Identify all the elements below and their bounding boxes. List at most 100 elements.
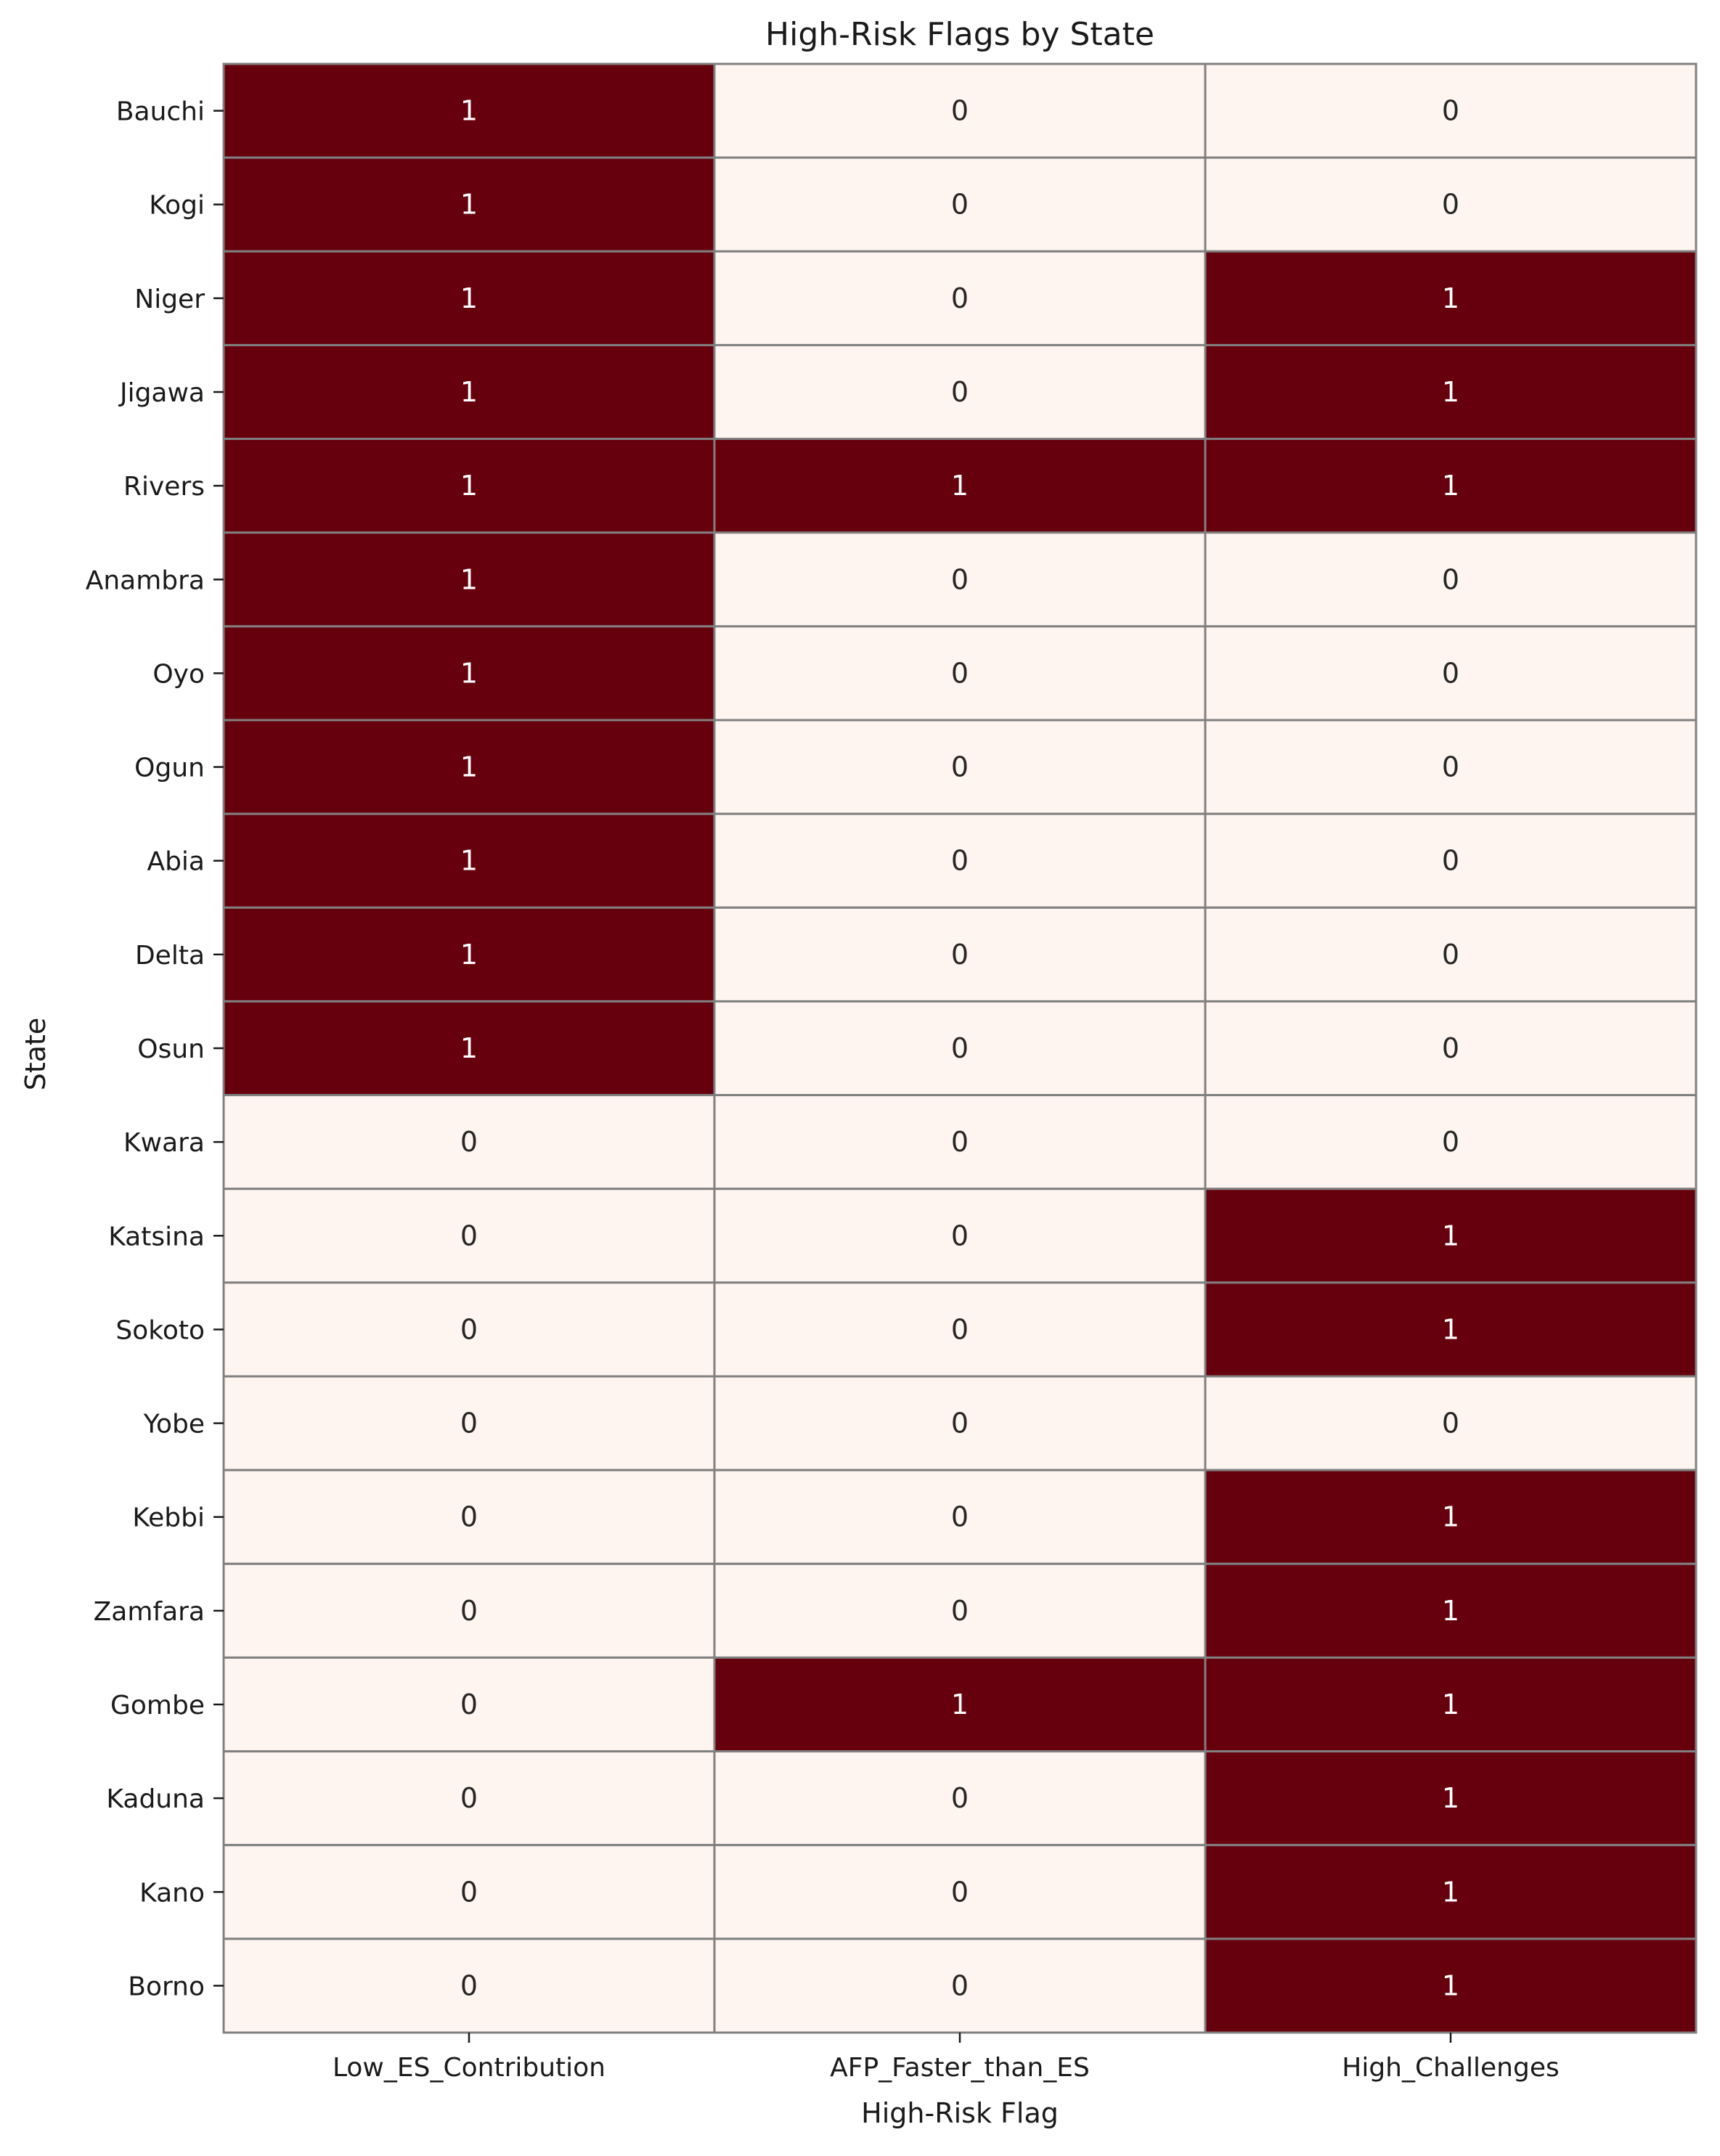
heatmap-cell: [713, 1094, 1207, 1191]
y-tick-label: Rivers: [123, 472, 205, 502]
y-axis-ticks: Bauchi Kogi Niger Jigawa Rivers Anambra Oyo Ogu…: [86, 97, 224, 2001]
cell-value-label: 0: [460, 1501, 478, 1533]
cell-value-label: 0: [951, 1220, 969, 1251]
cell-value-label: 1: [1442, 1876, 1459, 1908]
heatmap-cell: [1204, 1656, 1697, 1753]
cell-value-label: 0: [951, 189, 969, 221]
cell-value-label: 0: [1442, 1032, 1459, 1064]
heatmap-cell: [1204, 906, 1697, 1003]
cell-value-label: 0: [951, 1501, 969, 1533]
heatmap-cell: [1204, 719, 1697, 815]
cell-value-label: 0: [951, 1126, 969, 1158]
y-tick-label: Yobe: [143, 1410, 205, 1440]
cell-value-label: 1: [460, 189, 478, 221]
y-axis-label: State: [20, 1018, 52, 1091]
cell-value-label: 1: [1442, 282, 1459, 314]
y-tick-label: Anambra: [86, 565, 205, 595]
cell-value-label: 0: [951, 845, 969, 877]
cell-value-label: 1: [460, 376, 478, 408]
cell-value-label: 0: [951, 939, 969, 971]
y-tick-label: Kogi: [149, 191, 205, 221]
heatmap-cell: [713, 1562, 1207, 1659]
heatmap-cell: [1204, 62, 1697, 159]
cell-value-label: 0: [1442, 939, 1459, 971]
heatmap-cell: [222, 156, 716, 253]
y-tick-label: Osun: [137, 1034, 205, 1064]
heatmap-cell: [1204, 1281, 1697, 1378]
cell-value-label: 0: [951, 563, 969, 595]
cell-value-label: 0: [1442, 657, 1459, 689]
heatmap-cell: [222, 1375, 716, 1471]
heatmap-cell: [222, 1000, 716, 1097]
heatmap-cell: [222, 438, 716, 534]
cell-value-label: 1: [460, 563, 478, 595]
heatmap-cell: [713, 156, 1207, 253]
y-tick-label: Zamfara: [94, 1597, 205, 1627]
heatmap-cell: [1204, 156, 1697, 253]
heatmap-cell: [222, 625, 716, 722]
heatmap-cells: 1 0 0 1 0 0 1 0 1 1 0 1 1 1 1 1 0 0 1 0 0 1 0 0 1 0 0 1 0 0 1 0 0 0 0 0 0 0 1 0…: [222, 62, 1697, 2034]
cell-value-label: 1: [1442, 376, 1459, 408]
cell-value-label: 0: [460, 1220, 478, 1251]
heatmap-cell: [713, 719, 1207, 815]
cell-value-label: 0: [951, 1782, 969, 1814]
y-tick-label: Borno: [128, 1972, 205, 2001]
heatmap-cell: [1204, 438, 1697, 534]
heatmap-cell: [1204, 812, 1697, 909]
heatmap-cell: [222, 719, 716, 815]
cell-value-label: 1: [460, 939, 478, 971]
y-tick-label: Bauchi: [116, 97, 205, 127]
heatmap-cell: [1204, 343, 1697, 441]
cell-value-label: 1: [1442, 1689, 1459, 1720]
cell-value-label: 1: [1442, 1501, 1459, 1533]
heatmap-cell: [713, 250, 1207, 346]
heatmap-cell: [713, 62, 1207, 159]
cell-value-label: 0: [460, 1408, 478, 1440]
heatmap-cell: [222, 1469, 716, 1565]
cell-value-label: 0: [951, 1313, 969, 1345]
cell-value-label: 0: [460, 1969, 478, 2001]
heatmap-cell: [1204, 531, 1697, 628]
heatmap-cell: [1204, 1469, 1697, 1565]
y-tick-label: Jigawa: [118, 378, 205, 408]
heatmap-cell: [1204, 1562, 1697, 1659]
heatmap-cell: [713, 1844, 1207, 1940]
heatmap-cell: [222, 1188, 716, 1284]
y-tick-label: Kano: [139, 1878, 205, 1908]
cell-value-label: 0: [951, 376, 969, 408]
cell-value-label: 1: [951, 470, 969, 502]
heatmap-cell: [222, 1750, 716, 1847]
heatmap-cell: [1204, 1094, 1697, 1191]
cell-value-label: 1: [1442, 470, 1459, 502]
y-tick-label: Kwara: [123, 1128, 205, 1158]
heatmap-cell: [222, 1562, 716, 1659]
cell-value-label: 1: [460, 657, 478, 689]
cell-value-label: 0: [460, 1313, 478, 1345]
cell-value-label: 1: [460, 845, 478, 877]
cell-value-label: 0: [460, 1126, 478, 1158]
cell-value-label: 0: [1442, 751, 1459, 783]
cell-value-label: 0: [460, 1876, 478, 1908]
cell-value-label: 1: [460, 1032, 478, 1064]
y-tick-label: Abia: [147, 847, 205, 877]
heatmap-cell: [222, 62, 716, 159]
cell-value-label: 0: [951, 1595, 969, 1627]
cell-value-label: 0: [460, 1689, 478, 1720]
cell-value-label: 1: [460, 751, 478, 783]
heatmap-cell: [222, 812, 716, 909]
y-tick-label: Kebbi: [132, 1503, 205, 1533]
cell-value-label: 1: [1442, 1782, 1459, 1814]
x-axis-ticks: Low_ES_Contribution AFP_Faster_than_ES Hig…: [333, 2033, 1560, 2083]
heatmap-cell: [713, 531, 1207, 628]
cell-value-label: 0: [1442, 1408, 1459, 1440]
cell-value-label: 0: [951, 657, 969, 689]
cell-value-label: 0: [460, 1782, 478, 1814]
cell-value-label: 0: [951, 751, 969, 783]
cell-value-label: 0: [951, 1032, 969, 1064]
cell-value-label: 0: [1442, 1126, 1459, 1158]
heatmap-cell: [713, 1188, 1207, 1284]
heatmap-cell: [713, 1469, 1207, 1565]
y-tick-label: Oyo: [152, 659, 205, 689]
